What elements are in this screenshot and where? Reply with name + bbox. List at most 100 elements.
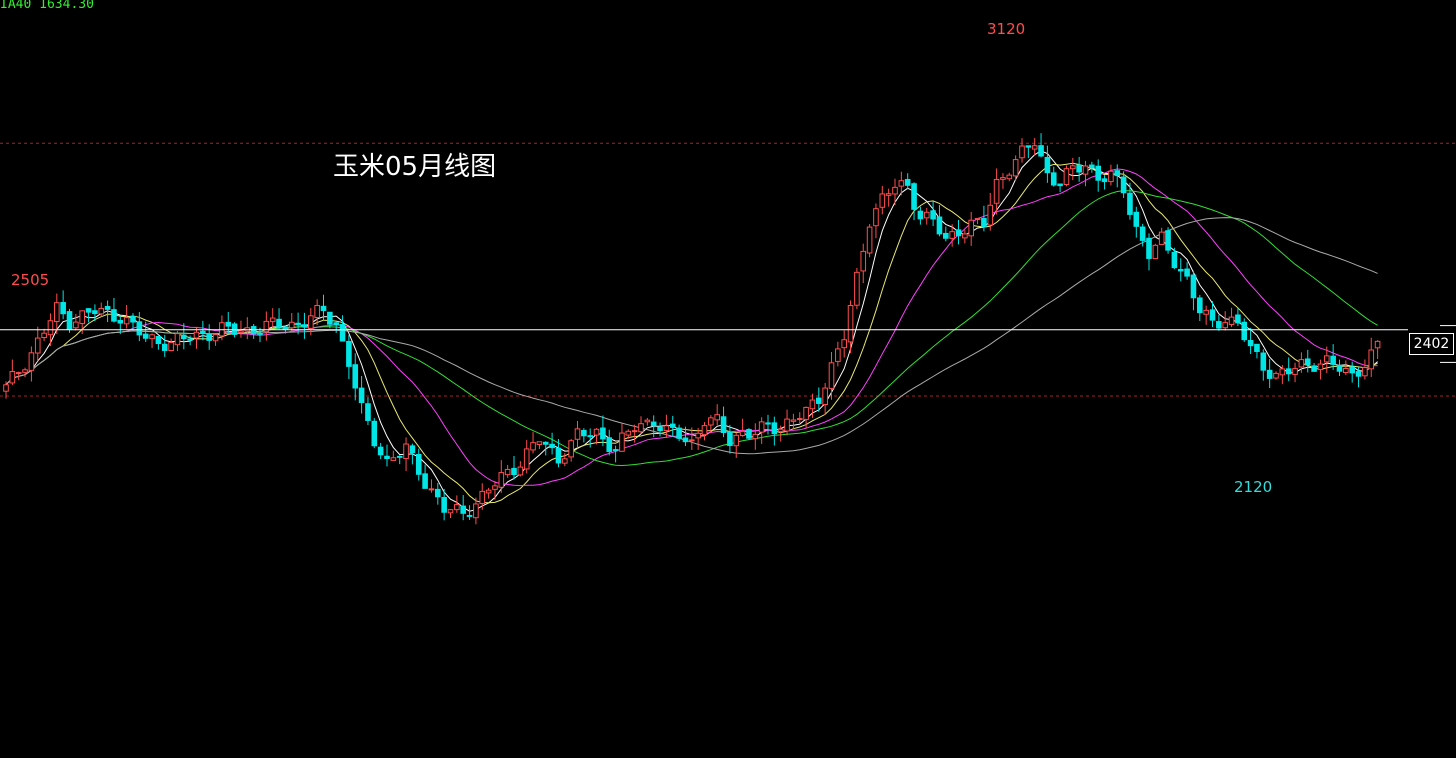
candle-body: [1063, 168, 1070, 186]
candle-body: [269, 317, 276, 323]
candle: [66, 308, 73, 333]
candle: [828, 351, 835, 400]
candle-body: [308, 315, 314, 329]
candle: [358, 375, 365, 414]
candle-body: [473, 503, 479, 519]
candle: [689, 427, 695, 451]
candle: [123, 304, 130, 329]
candle-body: [1038, 145, 1044, 157]
candle-body: [714, 414, 721, 421]
candle: [161, 334, 168, 357]
candle: [892, 178, 898, 205]
candle-body: [1336, 364, 1343, 372]
candle: [879, 185, 886, 215]
candle: [1336, 359, 1343, 376]
candle-body: [1057, 183, 1063, 187]
candle: [409, 443, 416, 465]
candle-body: [796, 418, 803, 421]
candle: [1101, 175, 1108, 190]
candle-body: [1285, 368, 1292, 375]
candle-body: [1012, 159, 1019, 177]
candle: [612, 445, 619, 463]
candle: [428, 479, 435, 493]
candle: [384, 444, 390, 467]
candle: [73, 313, 79, 331]
candle: [1279, 365, 1286, 385]
candle: [593, 428, 600, 445]
candle-body: [930, 210, 936, 220]
candle: [955, 220, 962, 245]
chart-title: 玉米05月线图: [333, 152, 497, 182]
candle: [949, 224, 955, 247]
candle: [536, 441, 543, 450]
candle-body: [454, 504, 460, 511]
candle: [1190, 270, 1197, 311]
candle-body: [816, 397, 822, 404]
candle: [930, 201, 936, 226]
candle: [422, 464, 428, 489]
candle: [816, 387, 822, 412]
candle-body: [1349, 366, 1356, 374]
candle: [771, 416, 778, 446]
candle-body: [962, 233, 968, 239]
candle: [676, 424, 682, 442]
high-price-label: 3120: [987, 20, 1026, 38]
candle-body: [765, 422, 771, 425]
candle: [1285, 357, 1292, 382]
candle-body: [181, 334, 187, 340]
candle: [1127, 182, 1133, 220]
candle: [720, 406, 727, 438]
candle: [15, 371, 22, 381]
candle: [1165, 227, 1171, 254]
candle-body: [1133, 211, 1140, 227]
candle: [511, 455, 517, 480]
candle-body: [949, 231, 955, 239]
candle: [1292, 362, 1298, 383]
candle-body: [701, 425, 708, 436]
candle-body: [1190, 274, 1197, 299]
candle-body: [409, 445, 416, 454]
candle-body: [390, 457, 397, 461]
candle-body: [498, 472, 505, 488]
candle-body: [530, 442, 536, 451]
candle-body: [752, 433, 759, 440]
candle: [460, 495, 466, 521]
candle: [9, 359, 16, 386]
candle-body: [403, 443, 409, 460]
candle-body: [1070, 165, 1076, 170]
candle: [530, 432, 536, 454]
candle-body: [987, 204, 994, 226]
candle: [1216, 314, 1222, 331]
candle: [1184, 262, 1190, 280]
candle-body: [517, 466, 524, 476]
candle: [346, 334, 352, 380]
candle: [314, 299, 320, 325]
candle: [1209, 301, 1216, 327]
candle: [904, 173, 911, 190]
candle-body: [943, 232, 949, 239]
candle: [149, 333, 155, 349]
candle-body: [771, 422, 778, 435]
candle: [974, 217, 981, 225]
candle: [841, 330, 848, 358]
candle-body: [1095, 165, 1102, 181]
candle-body: [1235, 314, 1241, 324]
candle-body: [898, 180, 905, 187]
candle-body: [104, 306, 111, 310]
candle: [1228, 307, 1235, 328]
candle: [111, 297, 117, 323]
candle-body: [562, 458, 568, 464]
candle-body: [803, 406, 809, 420]
candle-body: [1006, 174, 1013, 180]
candle-body: [1184, 268, 1190, 277]
candle-body: [22, 369, 28, 373]
candle-body: [873, 208, 879, 227]
candle-body: [123, 317, 130, 325]
candle: [1266, 359, 1273, 388]
candle: [1247, 327, 1254, 355]
candle: [1304, 349, 1311, 373]
candle-body: [1076, 164, 1082, 173]
candle: [1089, 161, 1095, 173]
candle: [822, 383, 828, 416]
candle-body: [1203, 309, 1209, 315]
